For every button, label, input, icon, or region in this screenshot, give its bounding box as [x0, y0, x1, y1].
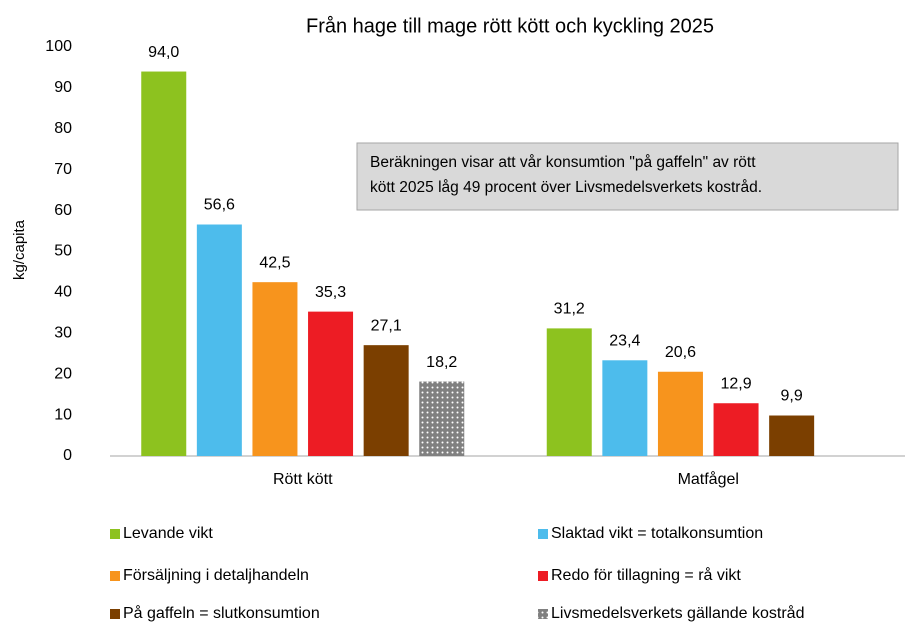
value-label: 94,0	[148, 44, 179, 61]
y-axis-label: kg/capita	[11, 219, 28, 280]
legend-label: Redo för tillagning = rå vikt	[551, 566, 741, 584]
bar	[546, 328, 592, 456]
value-label: 20,6	[665, 344, 696, 361]
y-tick-label: 70	[54, 161, 72, 178]
y-tick-label: 80	[54, 120, 72, 137]
value-label: 31,2	[554, 301, 585, 318]
bar	[713, 403, 759, 456]
annotation: Beräkningen visar att vår konsumtion "på…	[370, 154, 756, 171]
bar	[419, 381, 465, 456]
y-tick-label: 20	[54, 365, 72, 382]
x-tick-label: Matfågel	[678, 470, 739, 488]
y-tick-label: 50	[54, 243, 72, 260]
legend-swatch	[110, 609, 120, 619]
y-tick-label: 10	[54, 406, 72, 423]
bar	[308, 311, 354, 456]
value-label: 9,9	[781, 388, 803, 405]
bar	[602, 360, 648, 456]
value-label: 27,1	[371, 317, 402, 334]
bar	[363, 345, 409, 456]
y-tick-label: 90	[54, 79, 72, 96]
bar	[657, 371, 703, 456]
y-tick-label: 30	[54, 325, 72, 342]
value-label: 18,2	[426, 354, 457, 371]
value-label: 35,3	[315, 284, 346, 301]
legend-swatch	[538, 609, 548, 619]
legend-swatch	[110, 571, 120, 581]
bar	[769, 415, 815, 456]
x-tick-label: Rött kött	[273, 471, 333, 488]
legend-label: Försäljning i detaljhandeln	[123, 567, 309, 584]
y-tick-label: 100	[45, 38, 72, 55]
value-label: 42,5	[259, 254, 290, 271]
legend-swatch	[538, 571, 548, 581]
bar	[252, 282, 298, 456]
legend-label: På gaffeln = slutkonsumtion	[123, 604, 320, 622]
value-label: 12,9	[720, 375, 751, 392]
y-tick-label: 0	[63, 447, 72, 464]
legend-label: Slaktad vikt = totalkonsumtion	[551, 525, 763, 542]
annotation: kött 2025 låg 49 procent över Livsmedels…	[370, 179, 762, 196]
legend-swatch	[538, 529, 548, 539]
legend-swatch	[110, 529, 120, 539]
value-label: 56,6	[204, 197, 235, 214]
legend-label: Livsmedelsverkets gällande kostråd	[551, 604, 804, 622]
chart-title: Från hage till mage rött kött och kyckli…	[306, 15, 714, 37]
bar	[196, 224, 242, 456]
y-tick-label: 40	[54, 284, 72, 301]
value-label: 23,4	[609, 333, 640, 350]
y-tick-label: 60	[54, 202, 72, 219]
annotation-box	[356, 142, 899, 211]
legend-label: Levande vikt	[123, 525, 213, 542]
bar	[141, 71, 187, 456]
